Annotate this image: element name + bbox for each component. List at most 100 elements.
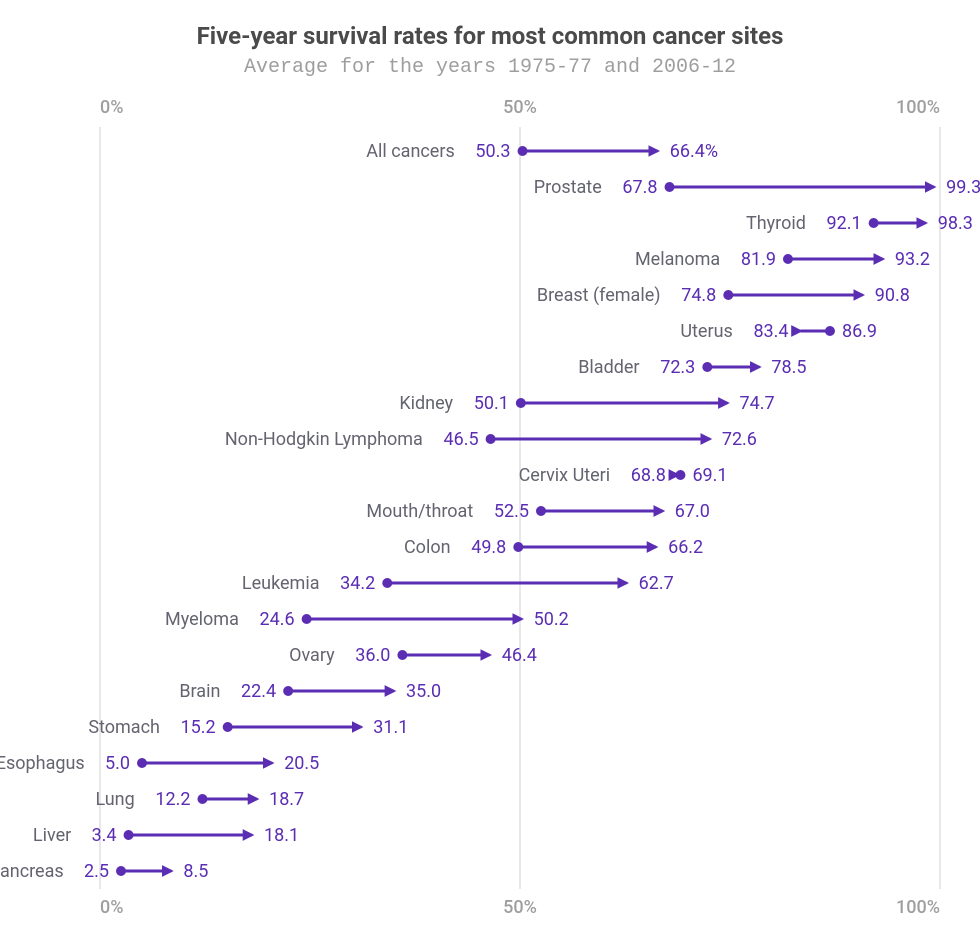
chart-row: 72.378.5Bladder — [578, 357, 806, 378]
chart-row: 50.3 66.4% All cancers — [366, 141, 718, 162]
axis-tick-top: 100% — [896, 97, 940, 118]
row-label: Kidney — [399, 393, 453, 414]
row-label: Colon — [404, 537, 451, 558]
chart-row: 92.1 98.3 Thyroid — [746, 213, 973, 234]
row-label: Thyroid — [746, 213, 806, 234]
value-right: 98.3 — [938, 213, 973, 234]
row-label: Esophagus — [0, 753, 85, 774]
start-dot — [124, 830, 134, 840]
row-label: Prostate — [534, 177, 602, 198]
value-left: 72.3 — [660, 357, 695, 378]
row-label: Mouth/throat — [366, 501, 473, 522]
value-right: 35.0 — [406, 681, 441, 702]
row-label: Uterus — [680, 321, 732, 342]
start-dot — [869, 218, 879, 228]
value-left: 22.4 — [241, 681, 276, 702]
value-right: 66.4% — [670, 141, 718, 162]
value-left: 46.5 — [443, 429, 478, 450]
chart-row: 67.8 99.3 Prostate — [534, 177, 980, 198]
chart-row: 3.418.1Liver — [33, 825, 299, 846]
start-dot — [783, 254, 793, 264]
axis-tick-bottom: 100% — [896, 897, 940, 918]
start-dot — [665, 182, 675, 192]
row-label: Bladder — [578, 357, 639, 378]
value-left: 81.9 — [741, 249, 776, 270]
chart-row: 83.4 86.9 Uterus — [680, 321, 877, 342]
value-right: 93.2 — [895, 249, 930, 270]
value-left: 52.5 — [494, 501, 529, 522]
value-left: 83.4 — [753, 321, 788, 342]
value-left: 12.2 — [155, 789, 190, 810]
value-right: 8.5 — [183, 861, 208, 882]
value-right: 18.1 — [264, 825, 299, 846]
value-right: 31.1 — [373, 717, 408, 738]
chart-row: 5.020.5Esophagus — [0, 753, 319, 774]
row-label: All cancers — [366, 141, 454, 162]
chart-row: 49.8 66.2 Colon — [404, 537, 703, 558]
start-dot — [536, 506, 546, 516]
value-right: 86.9 — [842, 321, 877, 342]
value-left: 34.2 — [340, 573, 375, 594]
value-left: 3.4 — [92, 825, 117, 846]
row-label: Pancreas — [0, 861, 64, 882]
value-right: 72.6 — [722, 429, 757, 450]
chart-row: 74.890.8Breast (female) — [537, 285, 910, 306]
axis-tick-top: 0% — [100, 97, 123, 118]
value-right: 62.7 — [639, 573, 674, 594]
value-right: 99.3 — [946, 177, 980, 198]
row-label: Stomach — [88, 717, 160, 738]
row-label: Cervix Uteri — [519, 465, 611, 486]
value-right: 67.0 — [675, 501, 710, 522]
value-right: 74.7 — [739, 393, 774, 414]
chart-row: 34.262.7Leukemia — [242, 573, 674, 594]
start-dot — [513, 542, 523, 552]
row-label: Ovary — [289, 645, 335, 666]
start-dot — [137, 758, 147, 768]
axis-tick-bottom: 0% — [100, 897, 123, 918]
value-left: 49.8 — [471, 537, 506, 558]
start-dot — [382, 578, 392, 588]
chart-row: 15.2 31.1 Stomach — [88, 717, 408, 738]
start-dot — [825, 326, 835, 336]
row-label: Non-Hodgkin Lymphoma — [225, 429, 423, 450]
value-left: 67.8 — [622, 177, 657, 198]
start-dot — [302, 614, 312, 624]
value-left: 15.2 — [181, 717, 216, 738]
value-left: 2.5 — [84, 861, 109, 882]
start-dot — [675, 470, 685, 480]
chart-row: 68.869.1Cervix Uteri — [519, 465, 728, 486]
start-dot — [223, 722, 233, 732]
value-left: 50.1 — [474, 393, 509, 414]
start-dot — [283, 686, 293, 696]
value-left: 24.6 — [260, 609, 295, 630]
chart-row: 24.6 50.2 Myeloma — [165, 609, 569, 630]
start-dot — [518, 146, 528, 156]
chart-row: 52.5 67.0 Mouth/throat — [366, 501, 709, 522]
value-right: 46.4 — [502, 645, 537, 666]
chart-plot-area: 0%0%50%50%100%100%50.366.4%All cancers67… — [0, 79, 980, 919]
value-right: 90.8 — [875, 285, 910, 306]
start-dot — [702, 362, 712, 372]
row-label: Melanoma — [635, 249, 720, 270]
value-right: 66.2 — [668, 537, 703, 558]
chart-row: 81.9 93.2 Melanoma — [635, 249, 930, 270]
value-left: 50.3 — [475, 141, 510, 162]
value-right: 50.2 — [534, 609, 569, 630]
start-dot — [486, 434, 496, 444]
chart-row: 22.435.0Brain — [179, 681, 441, 702]
row-label: Myeloma — [165, 609, 239, 630]
chart-subtitle: Average for the years 1975-77 and 2006-1… — [0, 50, 980, 79]
value-right: 18.7 — [269, 789, 304, 810]
start-dot — [516, 398, 526, 408]
chart-row: 36.046.4Ovary — [289, 645, 537, 666]
chart-row: 50.1 74.7 Kidney — [399, 393, 774, 414]
chart-container: Five-year survival rates for most common… — [0, 0, 980, 938]
row-label: Breast (female) — [537, 285, 661, 306]
start-dot — [197, 794, 207, 804]
chart-title: Five-year survival rates for most common… — [0, 0, 980, 50]
value-right: 69.1 — [692, 465, 727, 486]
chart-row: 2.5 8.5 Pancreas — [0, 861, 208, 882]
chart-row: 46.5 72.6 Non-Hodgkin Lymphoma — [225, 429, 757, 450]
start-dot — [723, 290, 733, 300]
value-left: 92.1 — [827, 213, 862, 234]
